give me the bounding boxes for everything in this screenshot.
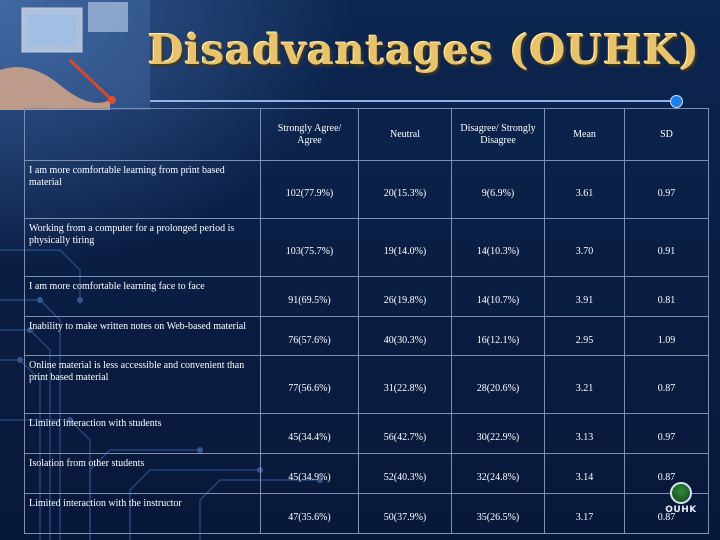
row-statement: Inability to make written notes on Web-b… — [24, 315, 261, 357]
mean-cell: 3.21 — [544, 355, 625, 415]
disagree-cell: 32(24.8%) — [451, 453, 545, 495]
header-mean: Mean — [544, 108, 625, 161]
header-disagree: Disagree/ Strongly Disagree — [451, 108, 545, 161]
agree-cell: 47(35.6%) — [260, 493, 359, 534]
ouhk-logo: OUHK — [664, 482, 698, 524]
slide-title: Disadvantages (OUHK) — [148, 26, 700, 74]
neutral-cell: 31(22.8%) — [358, 355, 452, 415]
agree-cell: 103(75.7%) — [260, 217, 359, 277]
mean-cell: 3.17 — [544, 493, 625, 534]
mean-cell: 3.14 — [544, 453, 625, 495]
table-row: Inability to make written notes on Web-b… — [24, 315, 709, 357]
table-row: Working from a computer for a prolonged … — [24, 217, 709, 277]
neutral-cell: 26(19.8%) — [358, 275, 452, 317]
sd-cell: 1.09 — [624, 315, 709, 357]
disagree-cell: 9(6.9%) — [451, 160, 545, 219]
row-statement: I am more comfortable learning face to f… — [24, 275, 261, 317]
neutral-cell: 20(15.3%) — [358, 160, 452, 219]
table-row: I am more comfortable learning face to f… — [24, 275, 709, 317]
agree-cell: 102(77.9%) — [260, 160, 359, 219]
mean-cell: 3.13 — [544, 413, 625, 455]
logo-text: OUHK — [665, 505, 697, 515]
header-agree: Strongly Agree/ Agree — [260, 108, 359, 161]
sd-cell: 0.91 — [624, 217, 709, 277]
row-statement: Limited interaction with students — [24, 413, 261, 455]
mean-cell: 3.70 — [544, 217, 625, 277]
mean-cell: 2.95 — [544, 315, 625, 357]
header-sd: SD — [624, 108, 709, 161]
table-row: Limited interaction with the instructor … — [24, 493, 709, 534]
row-statement: I am more comfortable learning from prin… — [24, 160, 261, 219]
disagree-cell: 30(22.9%) — [451, 413, 545, 455]
neutral-cell: 40(30.3%) — [358, 315, 452, 357]
agree-cell: 45(34.9%) — [260, 453, 359, 495]
disagree-cell: 35(26.5%) — [451, 493, 545, 534]
table-row: I am more comfortable learning from prin… — [24, 160, 709, 219]
table-row: Online material is less accessible and c… — [24, 355, 709, 415]
header-statement — [24, 108, 261, 161]
divider-dot — [670, 95, 683, 108]
title-divider — [150, 100, 678, 102]
mean-cell: 3.61 — [544, 160, 625, 219]
sd-cell: 0.87 — [624, 493, 709, 534]
table-row: Limited interaction with students 45(34.… — [24, 413, 709, 455]
agree-cell: 91(69.5%) — [260, 275, 359, 317]
header-neutral: Neutral — [358, 108, 452, 161]
row-statement: Online material is less accessible and c… — [24, 355, 261, 415]
sd-cell: 0.81 — [624, 275, 709, 317]
ouhk-emblem-icon — [670, 482, 692, 504]
table-row: Isolation from other students 45(34.9%) … — [24, 453, 709, 495]
row-statement: Limited interaction with the instructor — [24, 493, 261, 534]
corner-illustration — [0, 0, 150, 110]
row-statement: Working from a computer for a prolonged … — [24, 217, 261, 277]
table-header-row: Strongly Agree/ Agree Neutral Disagree/ … — [24, 108, 709, 161]
survey-results-table: Strongly Agree/ Agree Neutral Disagree/ … — [24, 108, 709, 534]
sd-cell: 0.97 — [624, 413, 709, 455]
row-statement: Isolation from other students — [24, 453, 261, 495]
disagree-cell: 16(12.1%) — [451, 315, 545, 357]
agree-cell: 77(56.6%) — [260, 355, 359, 415]
neutral-cell: 56(42.7%) — [358, 413, 452, 455]
sd-cell: 0.97 — [624, 160, 709, 219]
neutral-cell: 50(37.9%) — [358, 493, 452, 534]
mean-cell: 3.91 — [544, 275, 625, 317]
agree-cell: 76(57.6%) — [260, 315, 359, 357]
disagree-cell: 28(20.6%) — [451, 355, 545, 415]
disagree-cell: 14(10.7%) — [451, 275, 545, 317]
neutral-cell: 19(14.0%) — [358, 217, 452, 277]
sd-cell: 0.87 — [624, 355, 709, 415]
agree-cell: 45(34.4%) — [260, 413, 359, 455]
disagree-cell: 14(10.3%) — [451, 217, 545, 277]
neutral-cell: 52(40.3%) — [358, 453, 452, 495]
